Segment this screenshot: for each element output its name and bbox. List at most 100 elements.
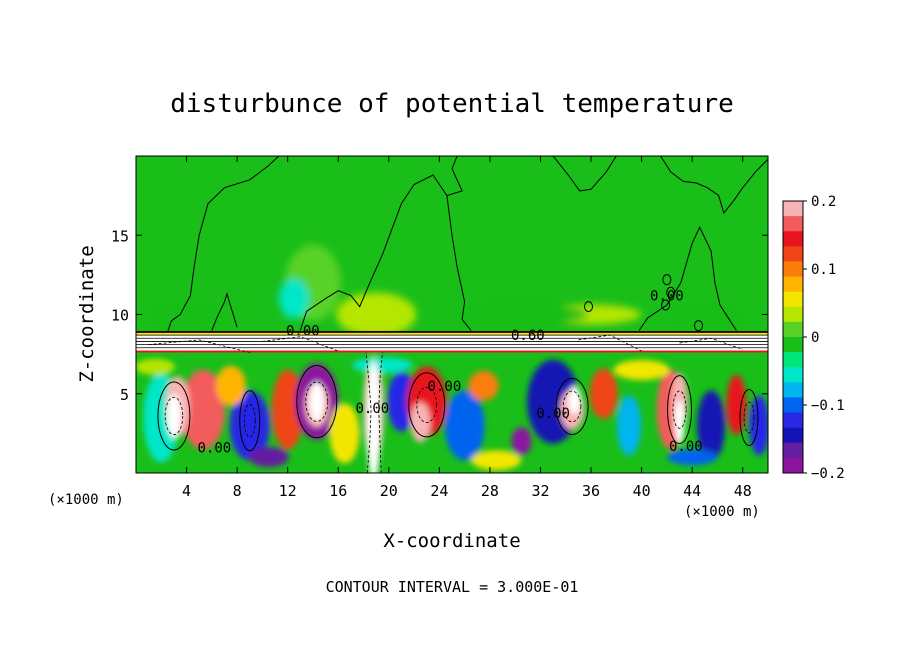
contour-loop	[296, 365, 338, 439]
x-tick-label: 20	[380, 482, 398, 500]
contour-loop-dashed	[164, 396, 184, 436]
x-unit-label-right: (×1000 m)	[684, 504, 760, 520]
colorbar-swatch	[783, 427, 803, 444]
x-tick-label: 48	[734, 482, 752, 500]
x-tick-label: 28	[481, 482, 499, 500]
contour-label: 0.00	[650, 288, 684, 304]
colorbar-swatch	[783, 201, 803, 217]
contour-line	[299, 174, 472, 331]
contour-label: 0.00	[536, 406, 570, 422]
y-tick-label: 5	[120, 386, 129, 404]
contour-loop	[584, 301, 594, 313]
upper-patch	[279, 278, 309, 319]
eddy-patch	[511, 427, 532, 456]
contour-label: 0.60	[511, 328, 545, 344]
contour-dashed	[578, 334, 642, 352]
plot-area	[136, 156, 768, 473]
field-lower-eddies	[136, 354, 768, 473]
x-tick-label: 24	[430, 482, 448, 500]
contour-loop	[661, 299, 671, 311]
contour-loop-dashed	[562, 390, 582, 423]
eddy-patch	[697, 390, 726, 461]
colorbar-swatch	[783, 457, 803, 474]
contour-dashed	[365, 352, 372, 473]
colorbar-swatch	[783, 321, 803, 338]
x-axis: 4 8 12 16 20 24 28 32 36 40 44 48	[182, 156, 752, 500]
x-axis-label: X-coordinate	[383, 530, 520, 552]
contour-label: 0.00	[428, 379, 462, 395]
x-tick-label: 40	[633, 482, 651, 500]
colorbar-swatch	[783, 276, 803, 293]
contour-labels: 0.00 0.60 0.00 0.00 0.00 0.00 0.00 0.00	[198, 288, 703, 456]
contour-interval-note: CONTOUR INTERVAL = 3.000E-01	[326, 578, 579, 596]
eddy-patch	[589, 368, 618, 419]
contour-loop	[666, 286, 676, 298]
colorbar-swatch	[783, 337, 803, 353]
contour-loop	[408, 372, 446, 438]
eddy-patch	[616, 395, 641, 456]
x-tick-label: 44	[683, 482, 701, 500]
colorbar-swatch	[783, 442, 803, 459]
contour-loop	[239, 390, 261, 452]
colorbar-tick-label: 0.1	[811, 262, 836, 278]
upper-patch	[467, 304, 588, 325]
x-tick-label: 4	[182, 482, 191, 500]
inversion-top-edge-2	[136, 332, 768, 335]
colorbar-swatch	[783, 352, 803, 368]
y-tick-label: 15	[111, 227, 129, 245]
white-cell	[309, 381, 324, 422]
contour-label: 0.00	[669, 439, 703, 455]
contour-loop	[739, 389, 759, 447]
colorbar-swatch	[783, 246, 803, 262]
contour-loop-dashed	[672, 390, 687, 429]
upper-patch	[156, 307, 217, 328]
contour-loop	[667, 375, 693, 445]
colorbar-tick-label: −0.1	[811, 398, 845, 414]
field-upper-patches	[156, 244, 735, 337]
colorbar-tick-label: 0.2	[811, 194, 836, 210]
eddy-patch	[352, 357, 413, 374]
contour-label: 0.00	[286, 323, 320, 339]
x-unit-label: (×1000 m)	[48, 492, 124, 508]
y-axis: 5 10 15	[111, 227, 768, 404]
field-layer	[136, 156, 768, 473]
x-tick-label: 16	[329, 482, 347, 500]
contour-loop	[662, 274, 672, 286]
eddy-patch	[444, 390, 485, 461]
chart-title: disturbunce of potential temperature	[170, 89, 734, 119]
contour-dashed	[679, 337, 743, 350]
eddy-patch	[215, 365, 246, 406]
field-upper	[136, 156, 768, 332]
colorbar-swatch	[783, 367, 803, 383]
contour-line	[638, 226, 737, 331]
white-cell	[366, 360, 381, 473]
x-tick-label: 36	[582, 482, 600, 500]
contour-line	[211, 292, 238, 331]
eddy-patch	[248, 447, 289, 468]
contour-dashed	[148, 339, 250, 353]
contour-loop-dashed	[305, 381, 329, 422]
y-tick-label: 10	[111, 307, 129, 325]
eddy-patch	[726, 374, 747, 435]
colorbar-swatch	[783, 216, 803, 232]
x-tick-label: 12	[279, 482, 297, 500]
colorbar-swatch	[783, 231, 803, 247]
eddy-patch	[749, 395, 768, 456]
y-axis-label: Z-coordinate	[76, 245, 98, 382]
colorbar-tick-label: 0	[811, 330, 819, 346]
colorbar-tick-label: −0.2	[811, 466, 845, 482]
inversion-bottom-edge	[136, 350, 768, 353]
contour-line	[167, 156, 280, 333]
contour-dashed	[378, 352, 383, 473]
white-cell	[166, 393, 181, 438]
colorbar-swatch	[783, 291, 803, 308]
contour-loop-dashed	[243, 403, 256, 438]
x-tick-label: 8	[233, 482, 242, 500]
contour-label: 0.00	[198, 441, 232, 457]
colorbar-swatch	[783, 306, 803, 323]
contour-line	[660, 156, 768, 215]
eddy-patch	[667, 449, 718, 466]
x-tick-label: 32	[531, 482, 549, 500]
colorbar: 0.2 0.1 0 −0.1 −0.2	[782, 194, 845, 482]
